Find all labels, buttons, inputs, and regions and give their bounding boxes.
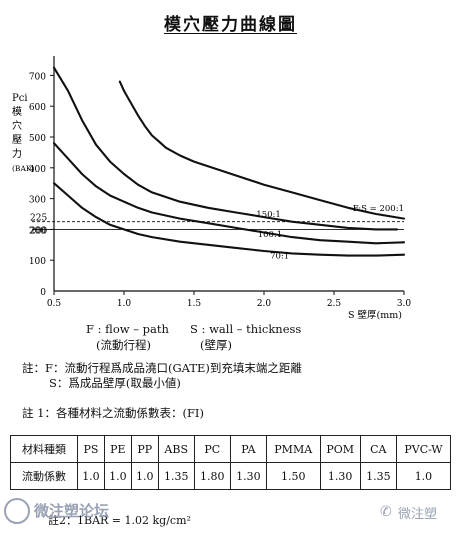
y-tick-label: 300 <box>29 196 46 206</box>
x-tick-label: 1.5 <box>187 299 202 309</box>
material-cell: CA <box>359 435 397 463</box>
y-tick-label: 400 <box>29 165 46 175</box>
series-line-4 <box>52 182 406 257</box>
material-cell: PP <box>130 435 159 463</box>
table-row-label: 流動係數 <box>10 462 78 490</box>
y-axis-label-line: 力 <box>12 147 22 160</box>
y-tick-label: 100 <box>29 257 46 267</box>
reference-label-225: 225 <box>30 214 47 224</box>
coefficient-cell: 1.0 <box>395 462 452 490</box>
series-line-3 <box>52 142 406 245</box>
x-tick-label: 0.5 <box>47 299 62 309</box>
y-tick-label: 700 <box>29 72 46 82</box>
material-cell: PS <box>77 435 105 463</box>
x-tick-label: 2.0 <box>257 299 272 309</box>
coefficient-cell: 1.30 <box>229 462 267 490</box>
x-tick-label: 3.0 <box>397 299 412 309</box>
x-tick-label: 2.5 <box>327 299 342 309</box>
series-line-1 <box>118 80 406 220</box>
material-cell: PMMA <box>265 435 321 463</box>
series-label-1: F:S = 200:1 <box>353 204 404 214</box>
coefficient-cell: 1.35 <box>157 462 195 490</box>
x-tick-label: 1.0 <box>117 299 132 309</box>
coefficient-cell: 1.0 <box>77 462 105 490</box>
page-title: 模穴壓力曲線圖 <box>164 15 297 35</box>
note-wall-definition: S：爲成品壁厚(取最小値) <box>49 376 181 390</box>
series-line-2 <box>52 66 399 231</box>
reference-label-200: 200 <box>30 226 47 236</box>
coefficient-cell: 1.30 <box>319 462 361 490</box>
y-tick-label-origin: 0 <box>40 288 46 298</box>
material-cell: ABS <box>157 435 195 463</box>
table-row-coefficients: 流動係數 1.0 1.0 1.0 1.35 1.80 1.30 1.50 1.3… <box>10 462 452 490</box>
unit-conversion-note: 註2：1BAR = 1.02 kg/cm² <box>48 514 191 527</box>
table-header-label: 材料種類 <box>10 435 78 463</box>
legend-wall-thickness-cn: (壁厚) <box>200 338 232 352</box>
material-cell: PVC-W <box>395 435 452 463</box>
coefficient-cell: 1.80 <box>193 462 231 490</box>
coefficient-cell: 1.50 <box>265 462 321 490</box>
material-cell: PC <box>193 435 231 463</box>
cavity-pressure-chart: 100 200 300 400 500 600 700 00.5 1.0 1.5 2.0 2.5 3.0… <box>12 56 412 321</box>
y-tick-label: 500 <box>29 134 46 144</box>
watermark-brand: 微注塑 <box>398 507 438 522</box>
material-cell: POM <box>319 435 361 463</box>
y-axis-label-line: Pci <box>12 93 28 104</box>
material-cell: PA <box>229 435 267 463</box>
y-axis-label-line: 穴 <box>12 119 22 132</box>
coefficient-cell: 1.0 <box>130 462 159 490</box>
x-axis-label: S 壁厚(mm) <box>348 309 402 321</box>
series-label-3: 100:1 <box>258 230 283 240</box>
y-tick-label: 600 <box>29 103 46 113</box>
coefficient-cell: 1.35 <box>359 462 397 490</box>
watermark-forum: 微注塑论坛 <box>34 502 110 520</box>
wechat-icon: ✆ <box>380 504 392 520</box>
y-axis-label-line: 模 <box>12 106 22 118</box>
material-cell: PE <box>103 435 132 463</box>
series-label-4: 70:1 <box>270 252 289 262</box>
table-row-materials: 材料種類 PS PE PP ABS PC PA PMMA POM CA PVC-… <box>10 435 452 463</box>
legend-flow-path: F : flow – path <box>86 322 169 336</box>
legend-flow-path-cn: (流動行程) <box>96 338 151 352</box>
flow-coefficient-table: 材料種類 PS PE PP ABS PC PA PMMA POM CA PVC-… <box>10 435 452 490</box>
note-flow-coefficient-table: 註 1：各種材料之流動係數表：(FI) <box>22 406 204 420</box>
note-flow-definition: 註：F：流動行程爲成品澆口(GATE)到充填末端之距離 <box>22 361 302 375</box>
series-label-2: 150:1 <box>256 210 281 220</box>
coefficient-cell: 1.0 <box>103 462 132 490</box>
y-tick-label: 200 <box>29 226 46 236</box>
legend-wall-thickness: S : wall – thickness <box>190 322 302 336</box>
y-axis-label-line: 壓 <box>12 134 22 146</box>
forum-logo-icon <box>4 498 30 524</box>
y-axis-label-line: (BAK) <box>12 164 34 173</box>
